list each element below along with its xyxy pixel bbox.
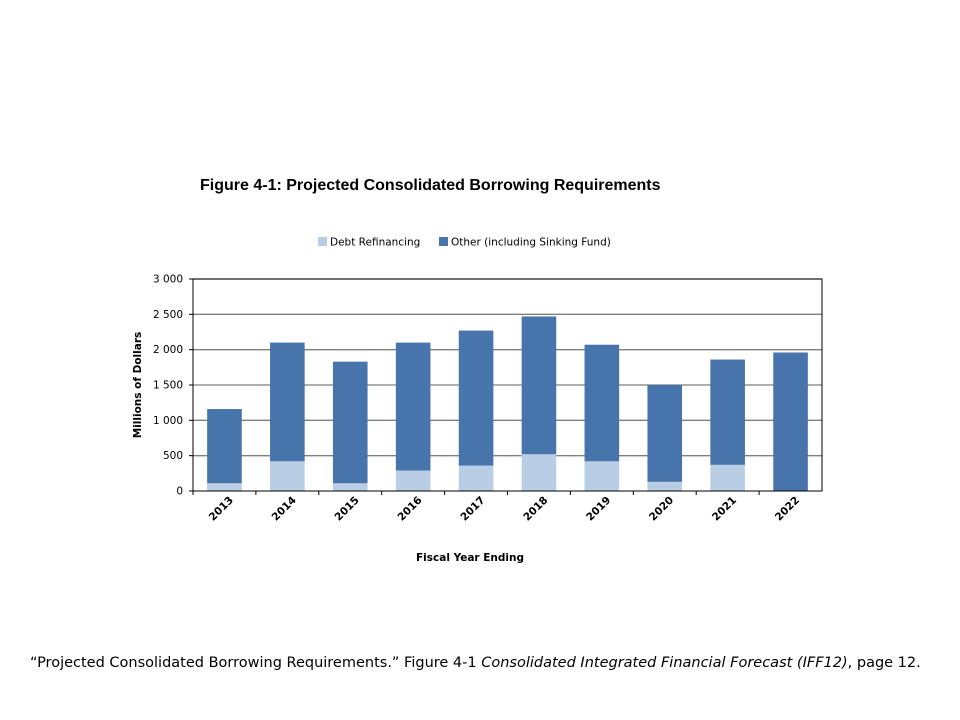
bar-other xyxy=(773,352,808,491)
y-axis-label: Millions of Dollars xyxy=(132,332,144,439)
legend-swatch-other xyxy=(439,237,448,246)
y-tick-label: 1 000 xyxy=(153,415,183,427)
y-tick-label: 0 xyxy=(176,486,183,498)
bar-debt-refinancing xyxy=(395,470,431,491)
borrowing-chart: Figure 4-1: Projected Consolidated Borro… xyxy=(132,177,823,564)
x-tick-label: 2016 xyxy=(395,494,424,523)
bar-debt-refinancing xyxy=(647,481,683,491)
bar-debt-refinancing xyxy=(270,461,305,491)
bar-other xyxy=(458,330,494,466)
x-tick-label: 2021 xyxy=(710,494,739,523)
bar-debt-refinancing xyxy=(584,461,620,491)
bar-other xyxy=(584,344,620,462)
legend-swatch-debt-refinancing xyxy=(318,237,327,246)
y-axis-ticks: 0 500 1 000 1 500 2 000 2 500 3 000 xyxy=(153,274,193,498)
plot-frame xyxy=(192,278,823,492)
bar-other xyxy=(521,316,557,455)
legend-label-other: Other (including Sinking Fund) xyxy=(451,237,611,249)
y-tick-label: 3 000 xyxy=(153,274,183,286)
y-tick-label: 2 500 xyxy=(153,309,183,321)
bar-other xyxy=(647,385,683,482)
y-tick-label: 500 xyxy=(163,450,183,462)
x-tick-label: 2014 xyxy=(270,494,299,523)
bar-debt-refinancing xyxy=(207,483,242,491)
bar-other xyxy=(270,342,305,462)
x-tick-label: 2015 xyxy=(333,494,362,523)
chart-title: Figure 4-1: Projected Consolidated Borro… xyxy=(200,177,661,194)
bar-other xyxy=(207,409,242,484)
x-tick-label: 2013 xyxy=(207,494,236,523)
bar-debt-refinancing xyxy=(332,483,368,491)
x-axis-ticks: 2013 2014 2015 2016 2017 2018 2019 2020 2021 2022 xyxy=(192,491,802,523)
x-axis-label: Fiscal Year Ending xyxy=(416,552,524,564)
y-tick-label: 1 500 xyxy=(153,380,183,392)
x-tick-label: 2019 xyxy=(584,494,613,523)
bar-other xyxy=(710,359,745,465)
bar-debt-refinancing xyxy=(458,465,494,491)
x-tick-label: 2017 xyxy=(458,494,487,523)
x-tick-label: 2022 xyxy=(773,494,802,523)
figure-caption: “Projected Consolidated Borrowing Requir… xyxy=(30,652,935,674)
bars xyxy=(207,316,808,491)
bar-debt-refinancing xyxy=(521,454,557,491)
bar-debt-refinancing xyxy=(710,464,745,491)
bar-other xyxy=(395,342,431,471)
caption-page: , page 12. xyxy=(847,655,921,671)
x-tick-label: 2020 xyxy=(647,494,676,523)
caption-quote: “Projected Consolidated Borrowing Requir… xyxy=(30,655,482,671)
bar-other xyxy=(332,361,368,484)
y-tick-label: 2 000 xyxy=(153,344,183,356)
chart-legend: Debt Refinancing Other (including Sinkin… xyxy=(318,237,611,249)
x-tick-label: 2018 xyxy=(521,494,550,523)
caption-source: Consolidated Integrated Financial Foreca… xyxy=(481,655,848,671)
legend-label-debt-refinancing: Debt Refinancing xyxy=(330,237,420,249)
